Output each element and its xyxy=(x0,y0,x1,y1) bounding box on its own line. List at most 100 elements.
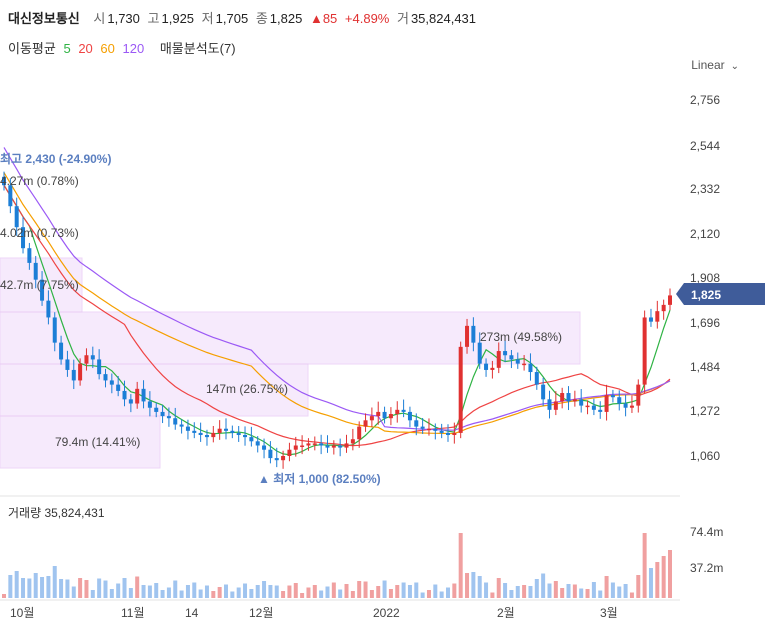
candle-body xyxy=(14,206,19,228)
volume-bar xyxy=(281,591,286,598)
candle-body xyxy=(623,403,628,408)
candle-body xyxy=(243,435,248,438)
candle-body xyxy=(211,432,216,438)
volume-bar xyxy=(300,593,305,598)
time-tick: 2월 xyxy=(497,606,515,620)
volume-bar xyxy=(287,585,292,598)
candle-body xyxy=(319,443,324,446)
candle-body xyxy=(52,317,57,343)
price-tick: 2,756 xyxy=(690,93,720,107)
candle-body xyxy=(84,355,89,364)
volume-bar xyxy=(179,590,184,598)
candle-body xyxy=(268,449,273,459)
candle-body xyxy=(433,428,438,431)
profile-zone-6 xyxy=(0,415,161,469)
volume-label: 거 xyxy=(396,11,409,26)
volume-bar xyxy=(236,587,241,598)
candle-body xyxy=(204,435,209,438)
volume-bar xyxy=(211,591,216,598)
candle-body xyxy=(496,351,501,368)
candle-body xyxy=(344,443,349,448)
candle-body xyxy=(642,317,647,385)
candle-body xyxy=(2,176,6,186)
volume-bar xyxy=(382,580,387,598)
current-price-tag: 1,825 xyxy=(676,283,765,305)
volume-bar xyxy=(27,578,32,598)
candle-body xyxy=(306,443,311,446)
volume-bar xyxy=(579,588,584,598)
candle-body xyxy=(255,441,260,446)
volume-bar xyxy=(319,590,324,598)
ma-60: 60 xyxy=(100,41,115,56)
candle-body xyxy=(116,384,121,391)
volume-bar xyxy=(173,580,178,598)
candle-body xyxy=(90,355,95,360)
volume-bar xyxy=(350,591,355,598)
volume-bar xyxy=(598,590,603,598)
candle-body xyxy=(471,325,476,343)
volume-bar xyxy=(458,533,463,598)
candle-body xyxy=(566,393,571,402)
candle-body xyxy=(65,359,70,370)
volume-bar xyxy=(78,578,83,598)
candle-body xyxy=(230,430,235,433)
volume-bar xyxy=(274,585,279,598)
ma-20: 20 xyxy=(78,41,93,56)
volume-bar xyxy=(642,533,647,598)
volume-bar xyxy=(59,579,64,598)
scale-selector[interactable]: Linear ⌄ xyxy=(691,58,739,72)
candle-body xyxy=(166,416,171,419)
candle-body xyxy=(173,418,178,425)
volume-bar xyxy=(420,592,425,598)
volume-bar xyxy=(344,584,349,598)
candle-body xyxy=(515,359,520,364)
volume-bar xyxy=(395,585,400,598)
candle-body xyxy=(331,445,336,448)
candle-body xyxy=(179,424,184,427)
candle-body xyxy=(27,248,32,263)
candle-body xyxy=(572,399,577,402)
close-label: 종 xyxy=(255,11,268,26)
volume-bar xyxy=(52,566,57,598)
change-value: ▲85 xyxy=(309,11,338,26)
ma-120: 120 xyxy=(122,41,145,56)
volume-bar xyxy=(610,582,615,598)
candle-body xyxy=(312,443,317,445)
candle-body xyxy=(325,445,330,448)
volume-bar xyxy=(655,562,660,598)
volume-tick: 37.2m xyxy=(690,561,723,575)
candle-body xyxy=(287,449,292,456)
candle-body xyxy=(154,407,159,412)
volume-bar xyxy=(477,576,482,598)
candle-body xyxy=(610,395,615,398)
candle-body xyxy=(617,397,622,404)
volume-bar xyxy=(363,581,368,598)
candle-body xyxy=(141,388,146,402)
candle-body xyxy=(262,445,267,450)
volume-bar xyxy=(154,583,159,598)
ma-5: 5 xyxy=(63,41,71,56)
volume-bar xyxy=(21,578,26,598)
moving-average-legend[interactable]: 이동평균 5 20 60 120 매물분석도(7) xyxy=(8,38,240,57)
candle-body xyxy=(128,399,133,404)
ma-line-60 xyxy=(3,172,671,435)
candle-body xyxy=(553,401,558,410)
volume-bar xyxy=(604,576,609,598)
candle-body xyxy=(503,351,508,356)
candle-body xyxy=(78,363,83,381)
candle-body xyxy=(217,428,222,433)
volume-bar xyxy=(160,590,165,598)
volume-bar xyxy=(46,576,51,598)
price-tick: 1,272 xyxy=(690,404,720,418)
candle-body xyxy=(629,405,634,408)
candle-body xyxy=(426,428,431,431)
candle-body xyxy=(490,367,495,370)
volume-bar xyxy=(471,572,476,598)
candle-body xyxy=(407,411,412,421)
price-header: 대신정보통신 시 1,730 고 1,925 저 1,705 종 1,825 ▲85 +… xyxy=(8,8,480,28)
candle-body xyxy=(293,445,298,450)
price-tick: 1,484 xyxy=(690,360,720,374)
price-tick: 1,060 xyxy=(690,449,720,463)
chevron-down-icon: ⌄ xyxy=(730,61,739,72)
